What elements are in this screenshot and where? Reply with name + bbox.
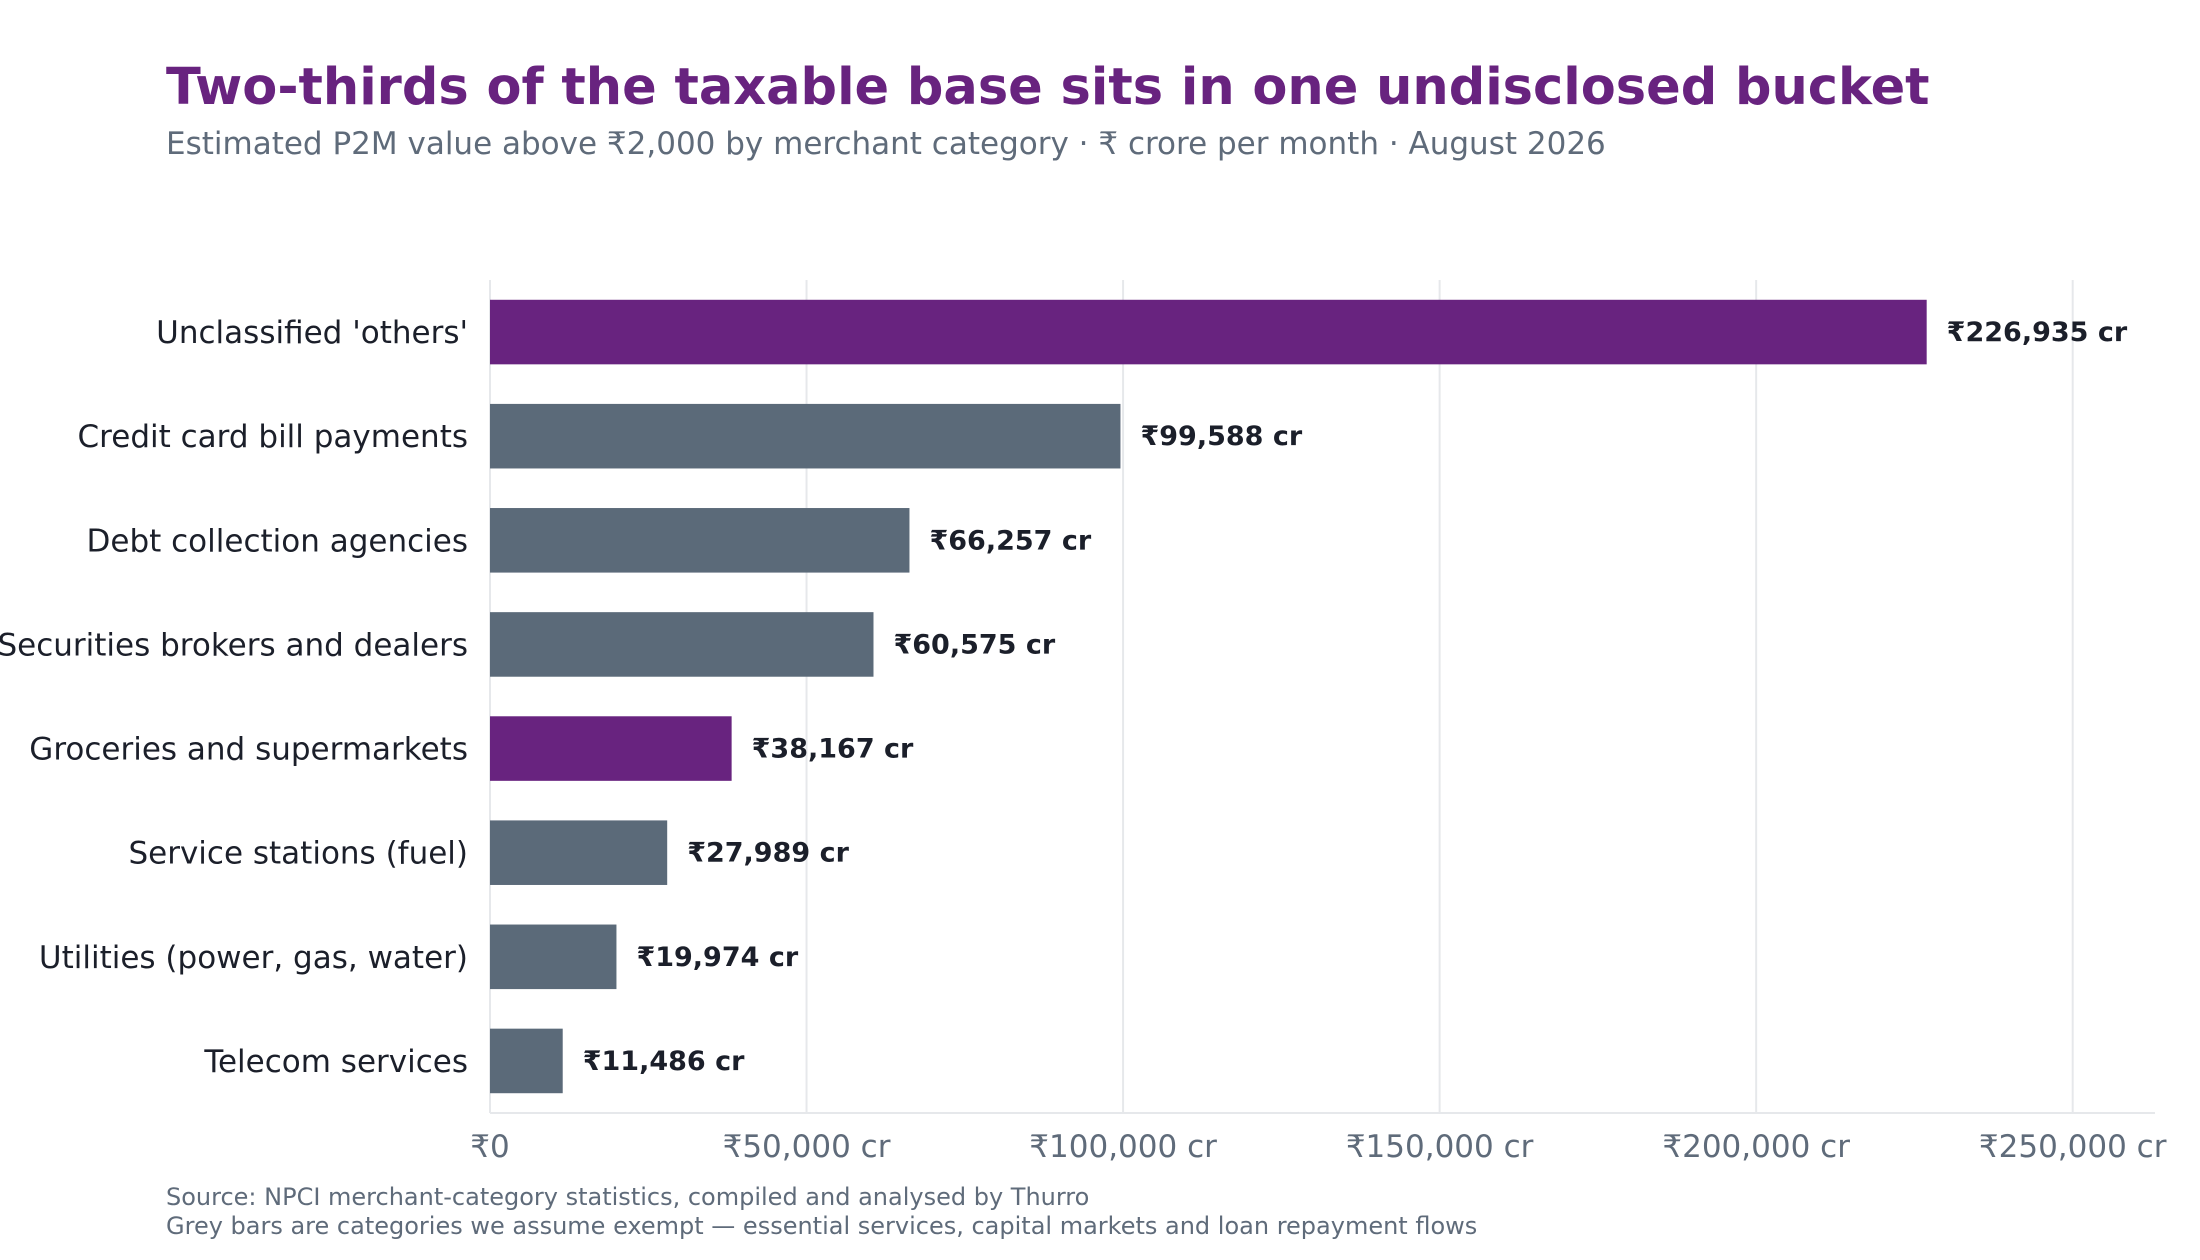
x-tick-label: ₹0 [470,1129,509,1165]
category-label: Groceries and supermarkets [29,732,468,768]
category-label: Unclassified 'others' [156,315,468,351]
data-label: ₹99,588 cr [1140,421,1302,452]
chart-title: Two-thirds of the taxable base sits in o… [166,58,1930,117]
data-label: ₹66,257 cr [929,525,1091,556]
bar [490,924,617,990]
data-label: ₹60,575 cr [893,629,1055,660]
x-tick-label: ₹100,000 cr [1029,1129,1217,1165]
bar [490,1028,563,1094]
data-label: ₹38,167 cr [752,734,914,765]
bar [490,820,668,885]
bar [490,716,732,781]
data-label: ₹11,486 cr [583,1046,745,1077]
category-label: Telecom services [203,1044,468,1080]
x-axis: ₹0 ₹50,000 cr ₹100,000 cr ₹150,000 cr ₹200,0… [470,1112,2167,1165]
category-label: Debt collection agencies [87,523,469,559]
category-label: Credit card bill payments [78,419,468,455]
bar [490,403,1121,469]
data-label: ₹19,974 cr [636,942,798,973]
category-label: Utilities (power, gas, water) [39,940,468,976]
category-labels: Unclassified 'others' Credit card bill pa… [0,315,468,1080]
x-tick-label: ₹200,000 cr [1662,1129,1850,1165]
exempt-note: Grey bars are categories we assume exemp… [166,1212,1478,1240]
source-note: Source: NPCI merchant-category statistic… [166,1183,1090,1211]
category-label: Service stations (fuel) [128,836,468,872]
bar [490,299,1927,365]
x-tick-label: ₹250,000 cr [1979,1129,2167,1165]
data-label: ₹27,989 cr [687,838,849,869]
data-label: ₹226,935 cr [1947,317,2128,348]
x-tick-label: ₹50,000 cr [723,1129,891,1165]
bars [490,299,1927,1094]
x-tick-label: ₹150,000 cr [1346,1129,1534,1165]
bar [490,508,910,573]
chart-subtitle: Estimated P2M value above ₹2,000 by merc… [166,126,1606,162]
category-label: Securities brokers and dealers [0,627,468,663]
value-labels: ₹226,935 cr ₹99,588 cr ₹66,257 cr ₹60,575 c… [583,317,2128,1077]
bar [490,612,874,677]
